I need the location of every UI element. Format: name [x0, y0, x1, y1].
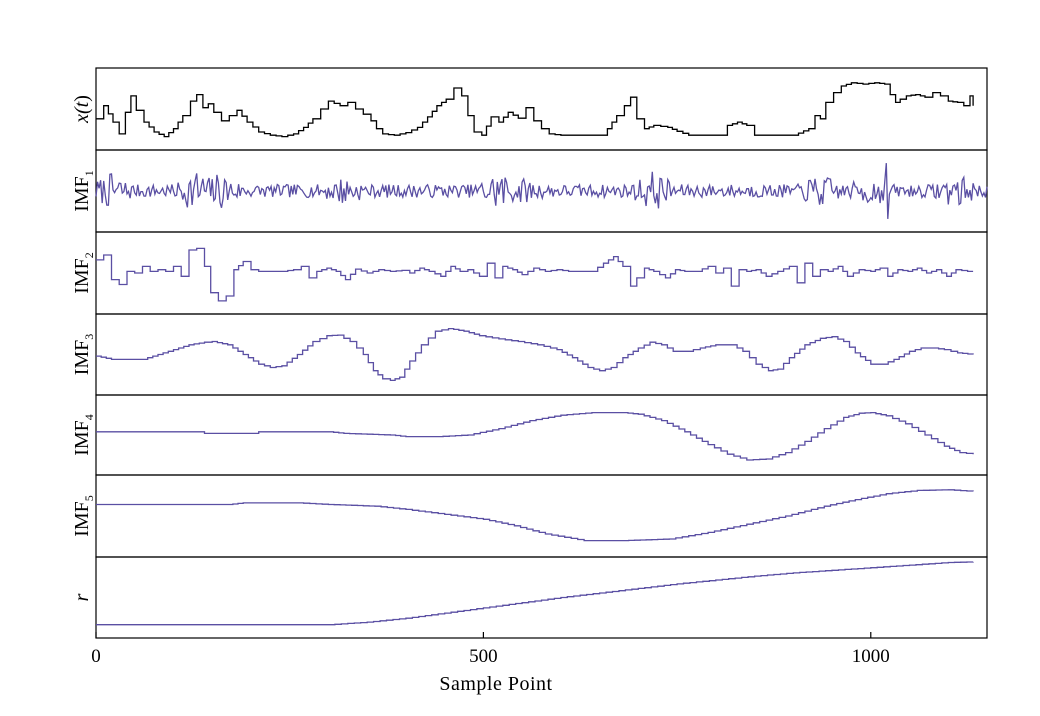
x-axis-title: Sample Point [439, 673, 552, 695]
panel-imf4: IMF4 [71, 394, 988, 476]
panel-label: IMF4 [71, 414, 96, 456]
x-tick-label: 1000 [852, 646, 890, 667]
series-line-imf1 [95, 163, 988, 219]
panel-label: IMF5 [71, 495, 96, 537]
series-line-xt [96, 82, 974, 138]
series-line-imf4 [96, 411, 974, 461]
panel-imf5: IMF5 [71, 474, 988, 558]
panel-label: r [71, 593, 93, 601]
panel-label: IMF2 [71, 252, 96, 294]
panel-label: IMF1 [71, 170, 96, 212]
panels-layer: x(t) IMF1 IMF2 IMF3 IMF4 IMF5 r [71, 67, 988, 639]
panel-label: x(t) [71, 95, 93, 124]
series-line-imf3 [96, 327, 974, 382]
panel-imf1: IMF1 [71, 149, 988, 233]
panel-imf2: IMF2 [71, 231, 988, 315]
panel-label: IMF3 [71, 334, 96, 376]
panel-frame [95, 67, 988, 151]
panel-xt: x(t) [71, 67, 988, 151]
x-axis: 0 500 1000 [91, 632, 890, 667]
panel-frame [95, 313, 988, 396]
panel-frame [95, 394, 988, 476]
series-line-r [96, 561, 974, 626]
panel-imf3: IMF3 [71, 313, 988, 396]
panel-frame [95, 474, 988, 558]
series-line-imf2 [96, 247, 974, 302]
series-line-imf5 [96, 489, 974, 542]
x-tick-label: 500 [469, 646, 498, 667]
panel-r: r [71, 556, 988, 639]
x-tick-label: 0 [91, 646, 101, 667]
panel-frame [95, 556, 988, 639]
